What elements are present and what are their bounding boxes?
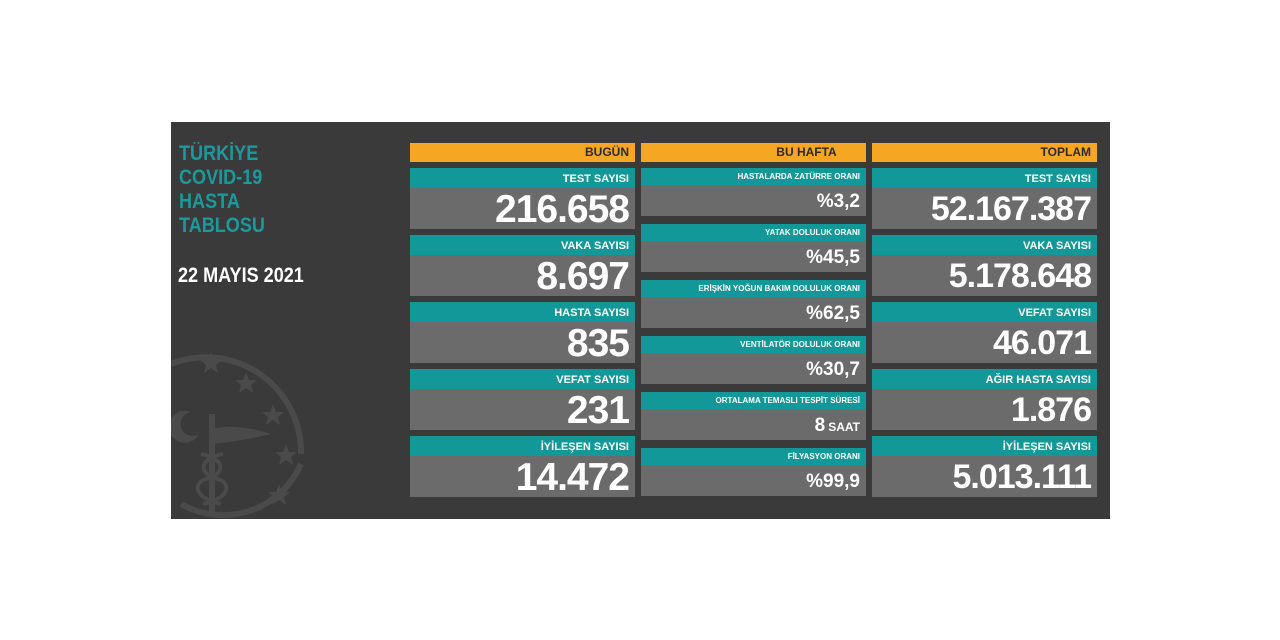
card-value: %45,5 [641, 241, 866, 272]
card-label: VEFAT SAYISI [872, 302, 1097, 322]
card-value-unit: SAAT [828, 420, 860, 434]
card-label: VENTİLATÖR DOLULUK ORANI [641, 336, 866, 353]
total-heading: TOPLAM [872, 143, 1097, 162]
today-death-card: VEFAT SAYISI 231 [410, 369, 635, 432]
ministry-of-health-emblem-icon [171, 352, 305, 519]
title-line: COVID-19 [179, 166, 263, 189]
card-value: 8 SAAT [641, 409, 866, 440]
card-label: ORTALAMA TEMASLI TESPİT SÜRESİ [641, 392, 866, 409]
title-line: TÜRKİYE [179, 142, 259, 165]
card-value: 1.876 [872, 389, 1097, 430]
today-recovered-card: İYİLEŞEN SAYISI 14.472 [410, 436, 635, 499]
total-death-card: VEFAT SAYISI 46.071 [872, 302, 1097, 363]
card-value: %62,5 [641, 297, 866, 328]
ventilator-occupancy-card: VENTİLATÖR DOLULUK ORANI %30,7 [641, 336, 866, 384]
total-case-card: VAKA SAYISI 5.178.648 [872, 235, 1097, 296]
card-label: AĞIR HASTA SAYISI [872, 369, 1097, 389]
pneumonia-rate-card: HASTALARDA ZATÜRRE ORANI %3,2 [641, 168, 866, 216]
bed-occupancy-card: YATAK DOLULUK ORANI %45,5 [641, 224, 866, 272]
icu-occupancy-card: ERİŞKİN YOĞUN BAKIM DOLULUK ORANI %62,5 [641, 280, 866, 328]
card-label: VEFAT SAYISI [410, 369, 635, 389]
card-value: 231 [410, 389, 635, 432]
card-value-number: 8 [814, 415, 826, 436]
card-value: 835 [410, 322, 635, 365]
card-label: İYİLEŞEN SAYISI [872, 436, 1097, 456]
card-value: 5.178.648 [872, 255, 1097, 296]
card-value: 14.472 [410, 456, 635, 499]
card-value: %3,2 [641, 185, 866, 216]
card-value: %30,7 [641, 353, 866, 384]
total-recovered-card: İYİLEŞEN SAYISI 5.013.111 [872, 436, 1097, 497]
this-week-heading: BU HAFTA [641, 143, 866, 162]
card-label: TEST SAYISI [872, 168, 1097, 188]
total-severe-card: AĞIR HASTA SAYISI 1.876 [872, 369, 1097, 430]
total-test-card: TEST SAYISI 52.167.387 [872, 168, 1097, 229]
today-test-card: TEST SAYISI 216.658 [410, 168, 635, 231]
covid-table-board: TÜRKİYE COVID-19 HASTA TABLOSU 22 MAYIS … [171, 122, 1110, 519]
title-line: TABLOSU [179, 214, 265, 237]
card-label: İYİLEŞEN SAYISI [410, 436, 635, 456]
card-label: VAKA SAYISI [872, 235, 1097, 255]
report-date: 22 MAYIS 2021 [178, 264, 304, 287]
card-value: 46.071 [872, 322, 1097, 363]
today-column: BUGÜN TEST SAYISI 216.658 VAKA SAYISI 8.… [410, 143, 635, 499]
card-label: ERİŞKİN YOĞUN BAKIM DOLULUK ORANI [641, 280, 866, 297]
card-label: YATAK DOLULUK ORANI [641, 224, 866, 241]
title-line: HASTA [179, 190, 240, 213]
card-label: VAKA SAYISI [410, 235, 635, 255]
filiation-rate-card: FİLYASYON ORANI %99,9 [641, 448, 866, 496]
card-value: 8.697 [410, 255, 635, 298]
page-title: TÜRKİYE COVID-19 HASTA TABLOSU [179, 142, 265, 238]
today-patient-card: HASTA SAYISI 835 [410, 302, 635, 365]
card-value: 52.167.387 [872, 188, 1097, 229]
this-week-column: BU HAFTA HASTALARDA ZATÜRRE ORANI %3,2 Y… [641, 143, 866, 496]
total-column: TOPLAM TEST SAYISI 52.167.387 VAKA SAYIS… [872, 143, 1097, 497]
card-value: %99,9 [641, 465, 866, 496]
today-case-card: VAKA SAYISI 8.697 [410, 235, 635, 298]
today-heading: BUGÜN [410, 143, 635, 162]
card-label: HASTA SAYISI [410, 302, 635, 322]
card-value: 5.013.111 [872, 456, 1097, 497]
contact-detection-time-card: ORTALAMA TEMASLI TESPİT SÜRESİ 8 SAAT [641, 392, 866, 440]
card-label: HASTALARDA ZATÜRRE ORANI [641, 168, 866, 185]
card-label: FİLYASYON ORANI [641, 448, 866, 465]
card-label: TEST SAYISI [410, 168, 635, 188]
card-value: 216.658 [410, 188, 635, 231]
